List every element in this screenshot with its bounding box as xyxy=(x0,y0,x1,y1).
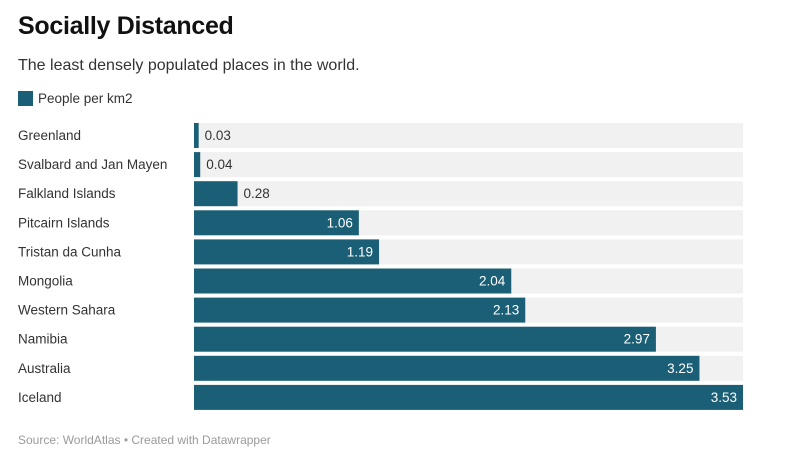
chart-title: Socially Distanced xyxy=(18,12,234,40)
category-label: Svalbard and Jan Mayen xyxy=(18,157,167,172)
bar-track xyxy=(194,123,743,148)
category-label: Pitcairn Islands xyxy=(18,215,110,230)
bar xyxy=(194,210,359,236)
category-label: Falkland Islands xyxy=(18,186,116,201)
value-label: 3.53 xyxy=(711,390,737,405)
value-label: 0.28 xyxy=(244,186,270,201)
category-label: Tristan da Cunha xyxy=(18,244,122,259)
bar-track xyxy=(194,152,743,178)
legend-label: People per km2 xyxy=(38,91,133,106)
value-label: 1.19 xyxy=(347,244,373,259)
category-label: Mongolia xyxy=(18,274,73,289)
bar xyxy=(194,268,512,294)
value-label: 1.06 xyxy=(327,215,353,230)
value-label: 2.04 xyxy=(479,274,506,289)
bar xyxy=(194,239,380,265)
bar-track xyxy=(194,181,743,207)
bar xyxy=(194,152,201,178)
value-label: 0.03 xyxy=(205,128,231,143)
category-label: Iceland xyxy=(18,390,62,405)
source-note: Source: WorldAtlas • Created with Datawr… xyxy=(18,433,271,447)
chart-subtitle: The least densely populated places in th… xyxy=(18,57,360,74)
bar xyxy=(194,123,199,148)
value-label: 2.13 xyxy=(493,303,519,318)
legend: People per km2 xyxy=(18,91,133,106)
category-label: Namibia xyxy=(18,332,68,347)
value-label: 2.97 xyxy=(624,332,650,347)
value-label: 0.04 xyxy=(206,157,233,172)
bar xyxy=(194,326,656,352)
category-label: Western Sahara xyxy=(18,303,116,318)
value-label: 3.25 xyxy=(667,361,693,376)
bar xyxy=(194,297,526,323)
legend-swatch xyxy=(18,91,33,106)
category-label: Australia xyxy=(18,361,71,376)
bar xyxy=(194,181,238,207)
bar xyxy=(194,384,743,410)
bar xyxy=(194,355,700,381)
category-label: Greenland xyxy=(18,128,81,143)
